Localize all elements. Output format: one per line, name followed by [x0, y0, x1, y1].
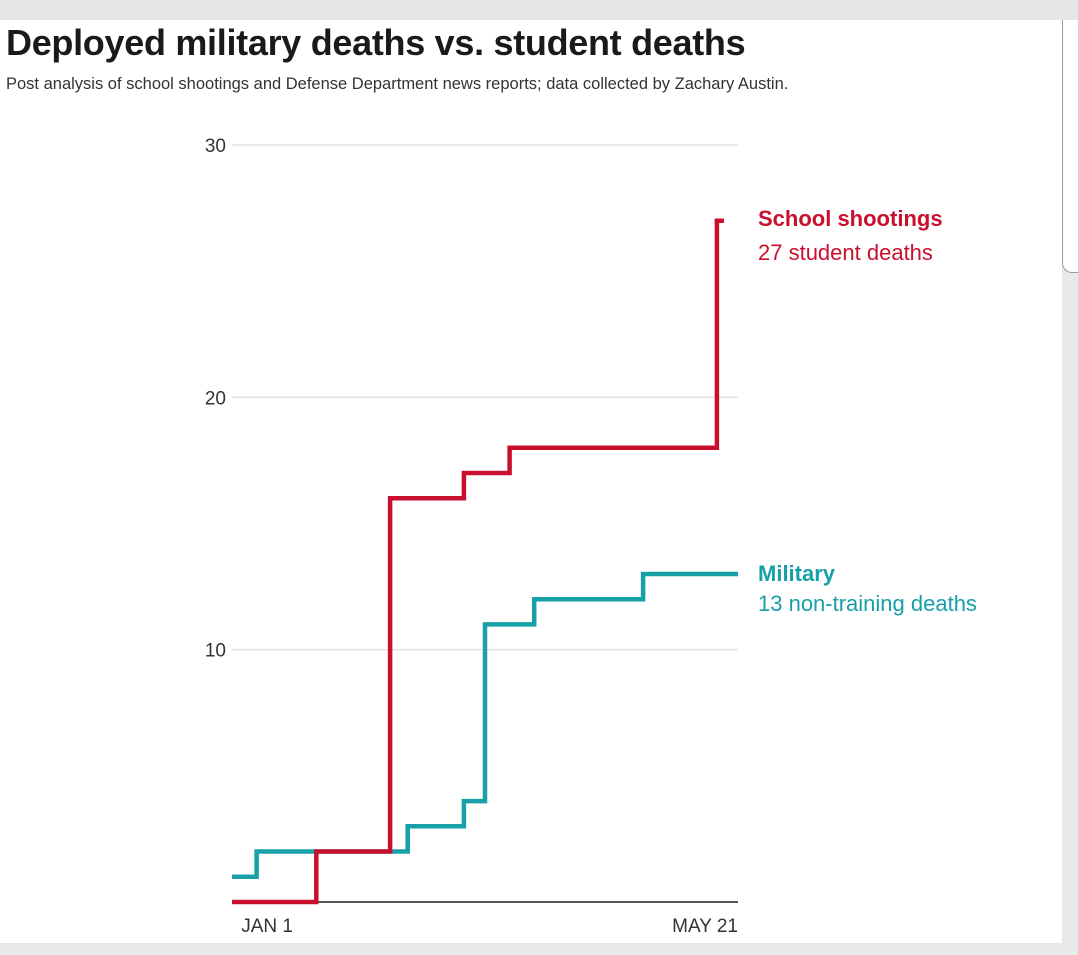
x-tick-label: MAY 21 [672, 916, 738, 937]
series-lines [232, 218, 738, 905]
series-label-military: Military [758, 561, 836, 586]
chart-title: Deployed military deaths vs. student dea… [6, 22, 746, 63]
series-line-school [232, 218, 724, 905]
chart-card [0, 20, 1062, 943]
card-edge [1062, 20, 1078, 273]
window-top-strip [0, 0, 1078, 20]
y-tick-label: 20 [205, 388, 226, 409]
y-tick-label: 30 [205, 136, 226, 157]
chart-subtitle: Post analysis of school shootings and De… [6, 75, 789, 93]
series-label-school: School shootings [758, 206, 943, 231]
x-tick-label: JAN 1 [241, 916, 293, 937]
window-bottom-strip [0, 943, 1078, 955]
series-line-military [232, 571, 738, 880]
series-end-label-school: 27 student deaths [758, 240, 933, 265]
series-end-label-military: 13 non-training deaths [758, 591, 977, 616]
labels: 10 20 30 JAN 1 MAY 21 School shootings 27 stud… [205, 136, 977, 937]
y-tick-label: 10 [205, 641, 226, 662]
